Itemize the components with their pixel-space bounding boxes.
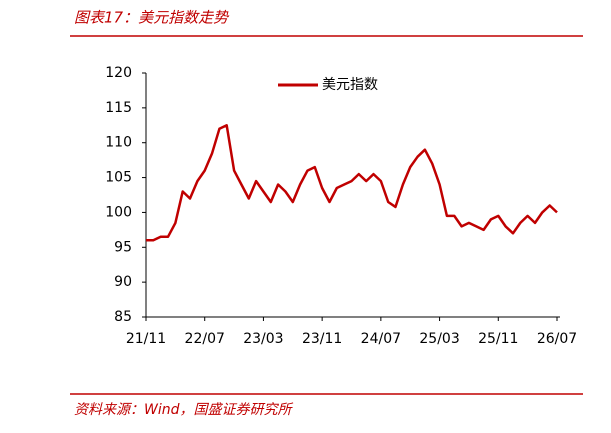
x-tick-label: 24/07 [361,331,401,347]
x-tick-label: 25/03 [419,331,459,347]
x-tick-label: 21/11 [126,331,166,347]
x-tick-label: 26/07 [537,331,577,347]
y-tick-label: 85 [114,309,132,325]
series-line [146,124,558,242]
y-tick-label: 90 [114,274,132,290]
source-note: 资料来源：Wind，国盛证券研究所 [74,402,293,418]
chart-title: 图表17：美元指数走势 [74,9,230,27]
x-tick-label: 25/11 [478,331,518,347]
y-tick-label: 105 [105,170,132,186]
y-tick-label: 100 [105,204,132,220]
x-tick-label: 22/07 [185,331,225,347]
y-tick-label: 95 [114,239,132,255]
legend-label: 美元指数 [322,77,378,93]
y-tick-label: 115 [105,100,132,116]
y-tick-label: 110 [105,135,132,151]
x-tick-label: 23/03 [243,331,283,347]
y-tick-label: 120 [105,65,132,81]
x-tick-label: 23/11 [302,331,342,347]
